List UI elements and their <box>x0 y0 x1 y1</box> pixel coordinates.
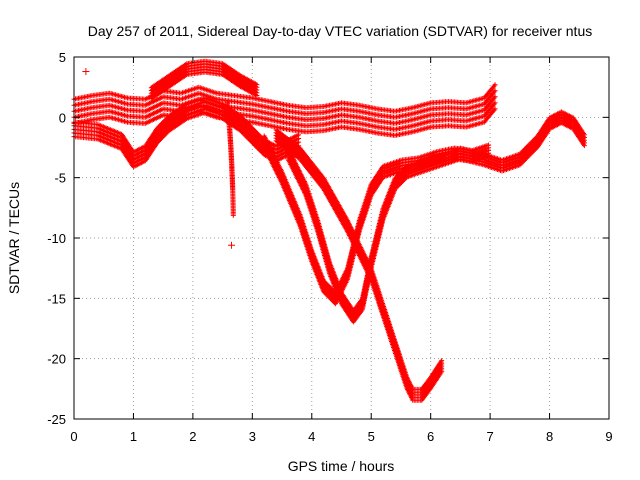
y-tick-label: -15 <box>47 291 66 306</box>
x-tick-label: 3 <box>249 429 256 444</box>
data-point-band <box>273 127 445 403</box>
x-tick-label: 1 <box>130 429 137 444</box>
y-tick-label: -25 <box>47 412 66 427</box>
data-points <box>71 58 587 403</box>
y-tick-label: -20 <box>47 352 66 367</box>
x-tick-label: 7 <box>486 429 493 444</box>
axis-ticks <box>73 56 610 420</box>
outlier-point <box>82 67 90 75</box>
x-tick-label: 6 <box>427 429 434 444</box>
data-series <box>224 99 236 218</box>
y-tick-label: 5 <box>59 50 66 65</box>
x-tick-label: 4 <box>308 429 315 444</box>
y-tick-label: -5 <box>54 171 66 186</box>
x-axis-label: GPS time / hours <box>288 458 395 474</box>
x-tick-label: 9 <box>605 429 612 444</box>
y-tick-label: 0 <box>59 110 66 125</box>
outlier-point <box>228 241 236 249</box>
x-tick-label: 5 <box>368 429 375 444</box>
y-tick-labels: 5 0 -5 -10 -15 -20 -25 <box>47 50 66 427</box>
x-tick-labels: 0 1 2 3 4 5 6 7 8 9 <box>70 429 612 444</box>
data-point-band <box>148 58 260 102</box>
x-tick-label: 0 <box>70 429 77 444</box>
y-axis-label: SDTVAR / TECUs <box>6 182 22 294</box>
x-tick-label: 2 <box>189 429 196 444</box>
y-tick-label: -10 <box>47 231 66 246</box>
chart-title: Day 257 of 2011, Sidereal Day-to-day VTE… <box>88 23 592 39</box>
data-series <box>273 127 445 403</box>
x-tick-label: 8 <box>546 429 553 444</box>
data-series <box>148 58 260 102</box>
